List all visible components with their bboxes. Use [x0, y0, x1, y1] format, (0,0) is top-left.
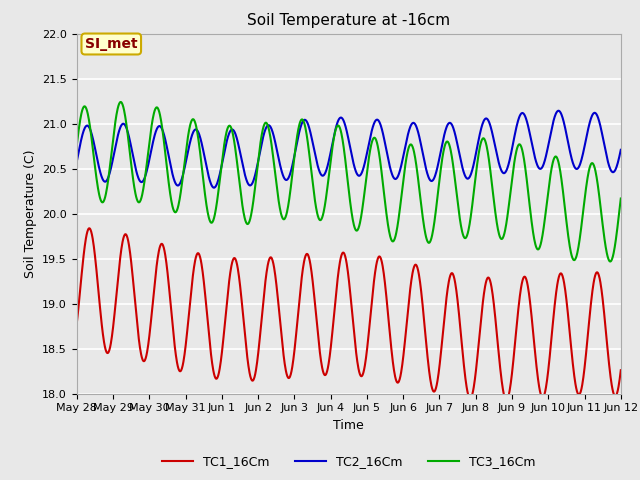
TC1_16Cm: [553, 284, 561, 290]
Legend: TC1_16Cm, TC2_16Cm, TC3_16Cm: TC1_16Cm, TC2_16Cm, TC3_16Cm: [157, 450, 540, 473]
TC2_16Cm: [505, 161, 513, 167]
Text: SI_met: SI_met: [85, 37, 138, 51]
TC3_16Cm: [73, 142, 81, 148]
Line: TC3_16Cm: TC3_16Cm: [77, 102, 621, 262]
TC2_16Cm: [434, 164, 442, 170]
TC1_16Cm: [255, 343, 263, 348]
TC3_16Cm: [117, 99, 125, 105]
TC1_16Cm: [502, 397, 510, 403]
TC2_16Cm: [180, 165, 188, 171]
TC1_16Cm: [73, 320, 81, 326]
TC1_16Cm: [617, 367, 625, 373]
TC1_16Cm: [85, 226, 93, 231]
TC2_16Cm: [555, 108, 563, 114]
TC3_16Cm: [617, 196, 625, 202]
TC1_16Cm: [505, 392, 513, 397]
Y-axis label: Soil Temperature (C): Soil Temperature (C): [24, 149, 36, 278]
Line: TC2_16Cm: TC2_16Cm: [77, 111, 621, 188]
TC3_16Cm: [255, 151, 263, 156]
TC2_16Cm: [553, 109, 561, 115]
TC3_16Cm: [505, 205, 513, 211]
TC2_16Cm: [617, 147, 625, 153]
TC3_16Cm: [434, 194, 442, 200]
TC1_16Cm: [181, 348, 189, 354]
TC2_16Cm: [255, 154, 263, 160]
TC1_16Cm: [195, 250, 202, 256]
TC1_16Cm: [434, 378, 442, 384]
TC2_16Cm: [194, 128, 202, 134]
TC3_16Cm: [606, 259, 614, 264]
TC2_16Cm: [210, 185, 218, 191]
Title: Soil Temperature at -16cm: Soil Temperature at -16cm: [247, 13, 451, 28]
Line: TC1_16Cm: TC1_16Cm: [77, 228, 621, 400]
TC3_16Cm: [181, 156, 189, 162]
TC3_16Cm: [195, 135, 202, 141]
X-axis label: Time: Time: [333, 419, 364, 432]
TC3_16Cm: [553, 154, 561, 160]
TC2_16Cm: [73, 158, 81, 164]
